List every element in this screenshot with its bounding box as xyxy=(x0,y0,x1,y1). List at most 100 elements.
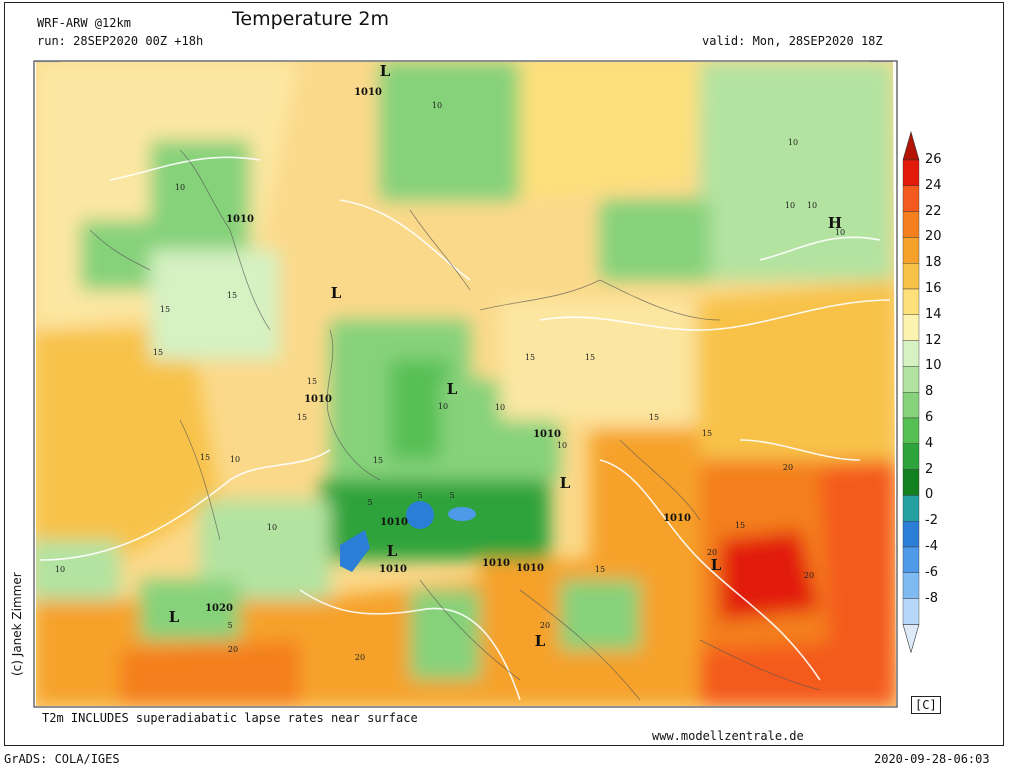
low-pressure-label: L xyxy=(711,556,722,574)
valid-time-label: valid: Mon, 28SEP2020 18Z xyxy=(702,34,883,48)
isotherm-label: 15 xyxy=(585,353,595,362)
isotherm-label: 15 xyxy=(200,453,210,462)
isotherm-label: 20 xyxy=(804,571,814,580)
isobar-label: 1010 xyxy=(226,214,254,225)
isotherm-label: 15 xyxy=(153,348,163,357)
footnote-label: T2m INCLUDES superadiabatic lapse rates … xyxy=(42,711,418,725)
colorbar-tick-label: 14 xyxy=(925,306,942,322)
isotherm-label: 15 xyxy=(702,429,712,438)
colorbar-tick-label: 6 xyxy=(925,410,934,425)
isotherm-label: 10 xyxy=(557,441,567,450)
isotherm-label: 15 xyxy=(525,353,535,362)
colorbar-bottom-arrow xyxy=(902,624,920,654)
colorbar-segment xyxy=(902,546,920,573)
colorbar-segment xyxy=(902,159,920,186)
colorbar-tick-label: 22 xyxy=(925,203,942,219)
isotherm-label: 5 xyxy=(227,621,232,630)
isotherm-label: 20 xyxy=(783,463,793,472)
high-pressure-label: H xyxy=(828,214,842,232)
timestamp-label: 2020-09-28-06:03 xyxy=(874,752,990,766)
isobar-label: 1010 xyxy=(482,558,510,569)
colorbar-tick-label: 20 xyxy=(925,229,942,245)
isobar-label: 1010 xyxy=(533,429,561,440)
colorbar-segment xyxy=(902,314,920,341)
colorbar-tick-label: -6 xyxy=(925,564,938,580)
run-label: run: 28SEP2020 00Z +18h xyxy=(37,34,204,48)
software-label: GrADS: COLA/IGES xyxy=(4,752,120,766)
colorbar-tick-label: 24 xyxy=(925,177,942,193)
low-pressure-label: L xyxy=(447,380,458,398)
low-pressure-label: L xyxy=(387,542,398,560)
isotherm-label: 5 xyxy=(417,491,422,500)
isotherm-label: 10 xyxy=(788,138,798,147)
model-label: WRF-ARW @12km xyxy=(37,16,131,30)
isotherm-label: 15 xyxy=(735,521,745,530)
isotherm-label: 10 xyxy=(55,565,65,574)
isotherm-label: 15 xyxy=(297,413,307,422)
isotherm-label: 20 xyxy=(228,645,238,654)
colorbar-segment xyxy=(902,521,920,548)
isobar-label: 1020 xyxy=(205,603,233,614)
low-pressure-label: L xyxy=(560,474,571,492)
colorbar-segment xyxy=(902,185,920,212)
isotherm-label: 10 xyxy=(807,201,817,210)
isobar-label: 1010 xyxy=(304,394,332,405)
low-pressure-label: L xyxy=(535,632,546,650)
isobar-label: 1010 xyxy=(663,513,691,524)
isotherm-label: 10 xyxy=(230,455,240,464)
isotherm-label: 5 xyxy=(367,498,372,507)
isotherm-label: 10 xyxy=(495,403,505,412)
isotherm-label: 10 xyxy=(267,523,277,532)
colorbar-tick-label: 16 xyxy=(925,281,942,296)
isotherm-label: 10 xyxy=(432,101,442,110)
map-labels: HLLLLLLLL1010101010101010101010101010101… xyxy=(55,62,845,662)
isotherm-label: 15 xyxy=(227,291,237,300)
colorbar-top-arrow xyxy=(902,130,920,161)
colorbar-segment xyxy=(902,598,920,625)
isotherm-label: 10 xyxy=(785,201,795,210)
isotherm-label: 5 xyxy=(449,491,454,500)
colorbar-segment xyxy=(902,495,920,522)
isotherm-label: 20 xyxy=(540,621,550,630)
unit-label: [C] xyxy=(911,696,941,714)
colorbar-segment xyxy=(902,443,920,470)
chart-title: Temperature 2m xyxy=(232,8,389,30)
colorbar-segment xyxy=(902,366,920,393)
isotherm-label: 10 xyxy=(835,228,845,237)
colorbar-segment xyxy=(902,572,920,599)
temperature-colorbar xyxy=(902,130,920,654)
isotherm-label: 10 xyxy=(175,183,185,192)
colorbar-tick-label: -2 xyxy=(925,513,938,529)
colorbar-segment xyxy=(902,237,920,264)
isotherm-label: 10 xyxy=(438,402,448,411)
isobar-label: 1010 xyxy=(379,564,407,575)
isobar-label: 1010 xyxy=(354,87,382,98)
colorbar-segment xyxy=(902,263,920,290)
colorbar-segment xyxy=(902,340,920,367)
isotherm-label: 15 xyxy=(160,305,170,314)
colorbar-tick-label: -4 xyxy=(925,539,938,554)
low-pressure-label: L xyxy=(331,284,342,302)
isobar-label: 1010 xyxy=(380,517,408,528)
isobar-label: 1010 xyxy=(516,563,544,574)
colorbar-tick-label: 12 xyxy=(925,332,942,348)
low-pressure-label: L xyxy=(169,608,180,626)
colorbar-tick-label: 2 xyxy=(925,461,934,477)
colorbar-segment xyxy=(902,469,920,496)
isotherm-label: 15 xyxy=(649,413,659,422)
colorbar-segment xyxy=(902,417,920,444)
colorbar-tick-label: 4 xyxy=(925,435,934,451)
colorbar-segment xyxy=(902,392,920,419)
temperature-field xyxy=(36,62,896,706)
isotherm-label: 20 xyxy=(355,653,365,662)
credit-label: (c) Janek Zimmer xyxy=(10,572,24,676)
colorbar-segment xyxy=(902,211,920,238)
isotherm-label: 15 xyxy=(373,456,383,465)
low-pressure-label: L xyxy=(380,62,391,80)
colorbar-tick-label: 26 xyxy=(925,152,942,167)
isotherm-label: 15 xyxy=(307,377,317,386)
isotherm-label: 15 xyxy=(595,565,605,574)
colorbar-tick-label: 8 xyxy=(925,384,934,400)
colorbar-tick-label: 10 xyxy=(925,358,942,374)
